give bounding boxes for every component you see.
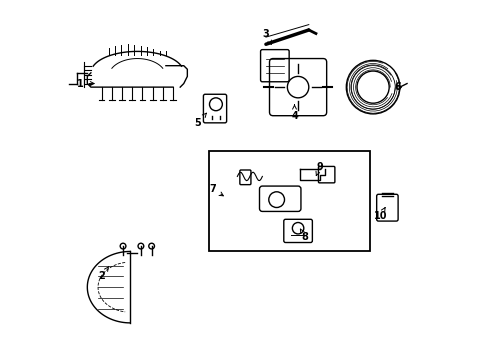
Text: 6: 6 bbox=[394, 82, 401, 92]
FancyBboxPatch shape bbox=[210, 153, 367, 249]
Text: 1: 1 bbox=[77, 78, 94, 89]
Text: 8: 8 bbox=[300, 229, 308, 242]
Text: 5: 5 bbox=[194, 113, 206, 128]
Text: 2: 2 bbox=[98, 266, 108, 282]
Text: 9: 9 bbox=[315, 162, 322, 176]
Text: 3: 3 bbox=[262, 28, 271, 44]
Text: 10: 10 bbox=[373, 208, 386, 221]
Text: 4: 4 bbox=[290, 105, 297, 121]
Text: 7: 7 bbox=[208, 184, 223, 196]
